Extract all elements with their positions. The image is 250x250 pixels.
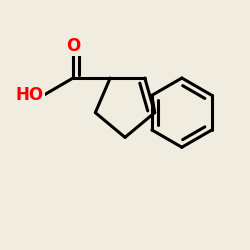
Text: HO: HO	[15, 86, 44, 104]
Text: O: O	[66, 37, 80, 55]
